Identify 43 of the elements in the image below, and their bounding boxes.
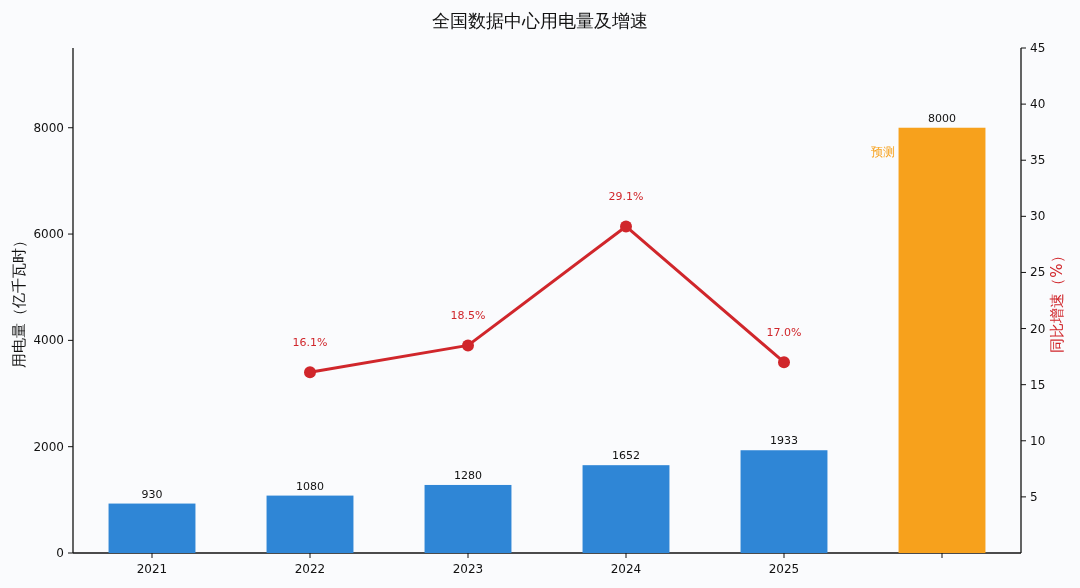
y2-tick-label: 25 — [1030, 265, 1046, 280]
y-tick-label: 6000 — [33, 227, 64, 242]
point — [620, 220, 632, 233]
data-label: 29.1% — [608, 190, 644, 204]
y-tick-label: 0 — [56, 546, 64, 560]
y-tick-label: 8000 — [33, 120, 64, 135]
x-tick-label: 2025 — [768, 562, 800, 576]
bar — [424, 484, 512, 553]
point — [462, 339, 474, 352]
x-tick-label: 2024 — [610, 562, 642, 576]
bar — [108, 503, 196, 553]
y2-axis-title: 同比增速（%） — [1048, 248, 1066, 353]
bar — [582, 465, 670, 553]
x-tick-label: 2021 — [136, 562, 168, 576]
bar — [898, 127, 986, 553]
point — [304, 366, 316, 379]
bar — [266, 495, 354, 553]
data-label: 1652 — [612, 449, 640, 463]
data-label: 18.5% — [450, 309, 486, 323]
y-tick-label: 2000 — [33, 439, 64, 454]
y2-tick-label: 5 — [1030, 489, 1038, 504]
data-label: 1280 — [454, 468, 482, 482]
annotation: 预测 — [870, 145, 895, 159]
x-tick-label: 2022 — [294, 562, 326, 576]
chart-title: 全国数据中心用电量及增速 — [432, 10, 648, 31]
y2-tick-label: 35 — [1030, 153, 1046, 168]
point — [778, 356, 790, 369]
y-axis-title: 用电量（亿千瓦时） — [10, 233, 28, 368]
y2-tick-label: 30 — [1030, 209, 1046, 224]
y2-tick-label: 20 — [1030, 321, 1046, 336]
y2-tick-label: 10 — [1030, 433, 1046, 448]
data-label: 16.1% — [292, 336, 328, 350]
data-label: 930 — [141, 487, 163, 501]
data-label: 17.0% — [766, 326, 802, 340]
y-tick-label: 4000 — [33, 333, 64, 348]
y2-tick-label: 15 — [1030, 377, 1046, 392]
x-tick-label: 2023 — [452, 562, 484, 576]
data-label: 1080 — [296, 479, 324, 493]
data-label: 1933 — [770, 434, 798, 448]
data-label: 8000 — [928, 111, 956, 125]
bar — [740, 450, 828, 553]
y2-tick-label: 40 — [1030, 97, 1046, 112]
y2-tick-label: 45 — [1030, 41, 1046, 55]
